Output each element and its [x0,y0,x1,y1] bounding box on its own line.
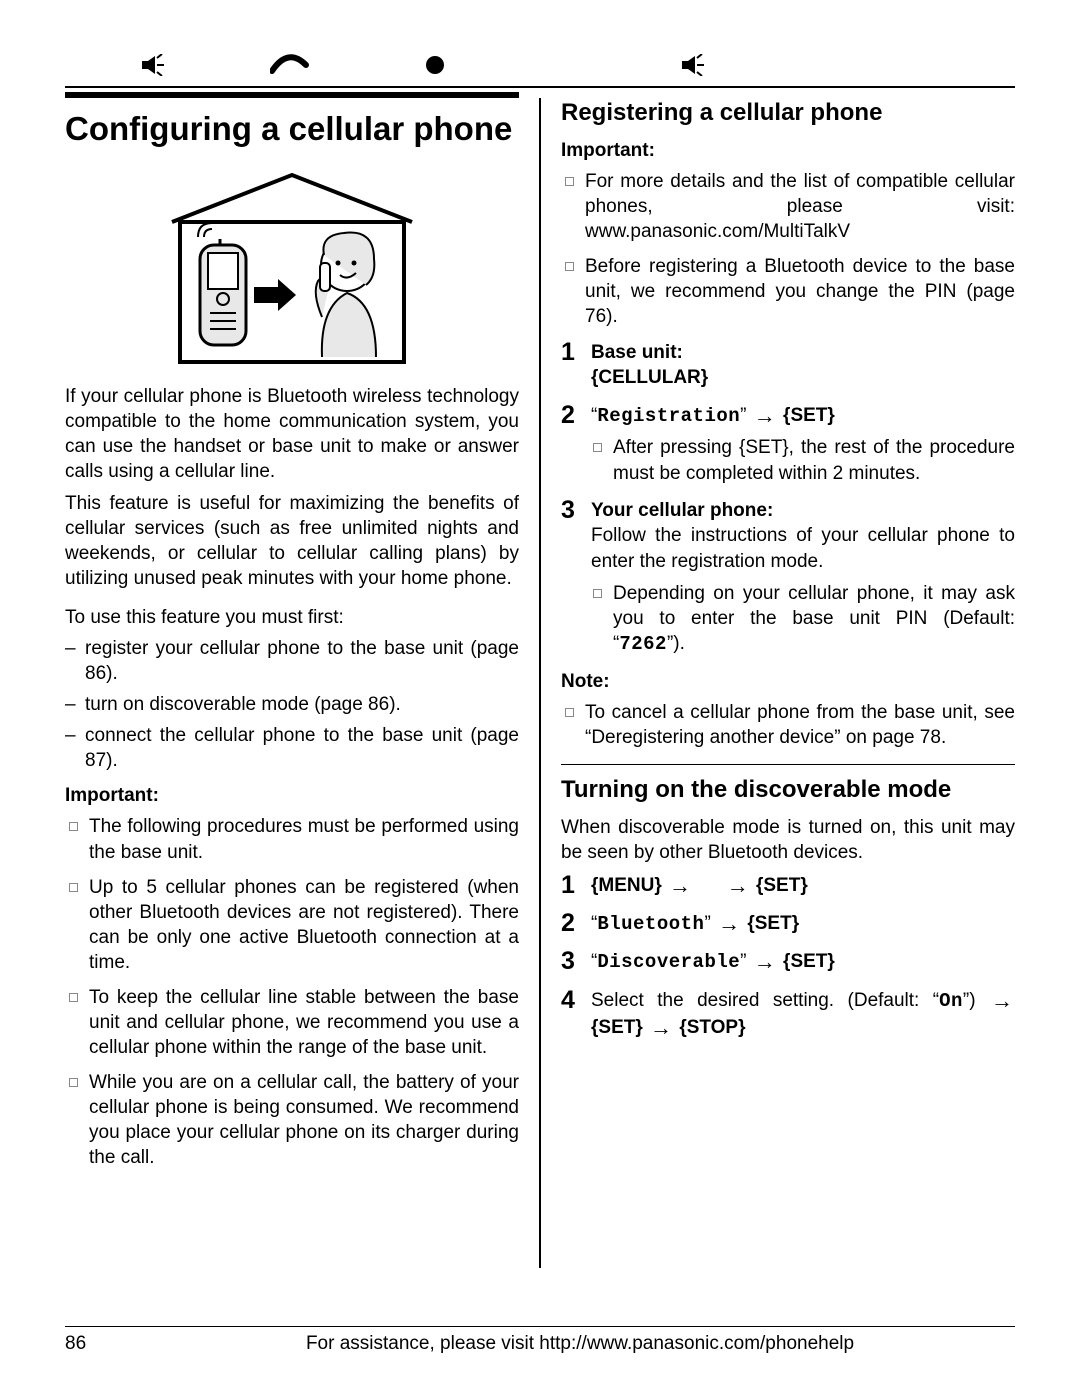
sec1-important-label: Important: [561,138,1015,163]
important-list-left: The following procedures must be perform… [65,814,519,1170]
prereq-item: register your cellular phone to the base… [65,636,519,686]
right-column: Registering a cellular phone Important: … [541,92,1015,1268]
sec2-step-2: “Bluetooth” → {SET} [561,911,1015,938]
s2s4-on: On [939,990,963,1012]
main-heading: Configuring a cellular phone [65,108,519,149]
sec2-steps: {MENU} → → {SET} “Bluetooth” → {SET} “Di… [561,873,1015,1040]
s2s4-stop: {STOP} [679,1017,745,1038]
step2-set: {SET} [783,405,835,426]
sec2-step-3: “Discoverable” → {SET} [561,949,1015,976]
note-list: To cancel a cellular phone from the base… [561,700,1015,750]
top-rule [65,86,1015,88]
sec2-step-1: {MENU} → → {SET} [561,873,1015,899]
step3-body: Follow the instructions of your cellular… [591,525,1015,572]
step2-sublist: After pressing {SET}, the rest of the pr… [591,435,1015,485]
footer-rule [65,1326,1015,1327]
step3-pin: 7262 [619,633,667,655]
intro-para-1: If your cellular phone is Bluetooth wire… [65,384,519,484]
s2s2-label: Bluetooth [597,913,704,935]
sec1-heading: Registering a cellular phone [561,98,1015,128]
left-column: Configuring a cellular phone [65,92,539,1268]
s2s3-set: {SET} [783,951,835,972]
intro-para-3: To use this feature you must first: [65,605,519,630]
page: Configuring a cellular phone [0,0,1080,1397]
sec2-heading: Turning on the discoverable mode [561,775,1015,805]
important-item: The following procedures must be perform… [65,814,519,864]
dot-icon [425,55,445,75]
step2-label: Registration [597,405,740,427]
hook-icon [270,53,310,77]
illustration [162,167,422,372]
sec1-important-item: For more details and the list of compati… [561,169,1015,244]
step3-sub-item: Depending on your cellular phone, it may… [591,581,1015,657]
sec2-intro: When discoverable mode is turned on, thi… [561,815,1015,865]
s2s4-a: Select the desired setting. (Default: “ [591,990,939,1011]
prereq-item: turn on discoverable mode (page 86). [65,692,519,717]
step1-key: {CELLULAR} [591,367,708,388]
sec1-important-list: For more details and the list of compati… [561,169,1015,329]
sec1-step-2: “Registration” → {SET} After pressing {S… [561,403,1015,486]
columns: Configuring a cellular phone [65,92,1015,1268]
s2s1-set: {SET} [756,875,808,896]
page-number: 86 [65,1333,145,1355]
step3-sublist: Depending on your cellular phone, it may… [591,581,1015,657]
footer-text: For assistance, please visit http://www.… [145,1333,1015,1355]
footer: 86 For assistance, please visit http://w… [65,1326,1015,1355]
s2s4-b: ”) [963,990,989,1011]
s2s1-menu: {MENU} [591,875,662,896]
sec1-important-item: Before registering a Bluetooth device to… [561,254,1015,329]
intro-para-2: This feature is useful for maximizing th… [65,491,519,591]
s2s3-label: Discoverable [597,951,740,973]
note-item: To cancel a cellular phone from the base… [561,700,1015,750]
prereq-list: register your cellular phone to the base… [65,636,519,773]
s2s2-set: {SET} [747,913,799,934]
step2-sub-item: After pressing {SET}, the rest of the pr… [591,435,1015,485]
important-item: To keep the cellular line stable between… [65,985,519,1060]
heavy-rule-left [65,92,519,98]
step1-line1: Base unit: [591,342,683,363]
footer-row: 86 For assistance, please visit http://w… [65,1333,1015,1355]
prereq-item: connect the cellular phone to the base u… [65,723,519,773]
sec1-step-1: Base unit: {CELLULAR} [561,340,1015,391]
step3-sub-b: ”). [667,633,685,654]
s2s4-set: {SET} [591,1017,643,1038]
header-icon-row [65,50,1015,80]
volume-icon-right [680,54,706,76]
step3-title: Your cellular phone: [591,500,773,521]
important-label-left: Important: [65,783,519,808]
section-divider [561,764,1015,765]
sec2-step-4: Select the desired setting. (Default: “O… [561,988,1015,1040]
volume-icon-left [140,54,166,76]
sec1-steps: Base unit: {CELLULAR} “Registration” → {… [561,340,1015,657]
note-label: Note: [561,669,1015,694]
important-item: While you are on a cellular call, the ba… [65,1070,519,1170]
important-item: Up to 5 cellular phones can be registere… [65,875,519,975]
sec1-step-3: Your cellular phone: Follow the instruct… [561,498,1015,657]
quote-close: ” [740,405,746,426]
